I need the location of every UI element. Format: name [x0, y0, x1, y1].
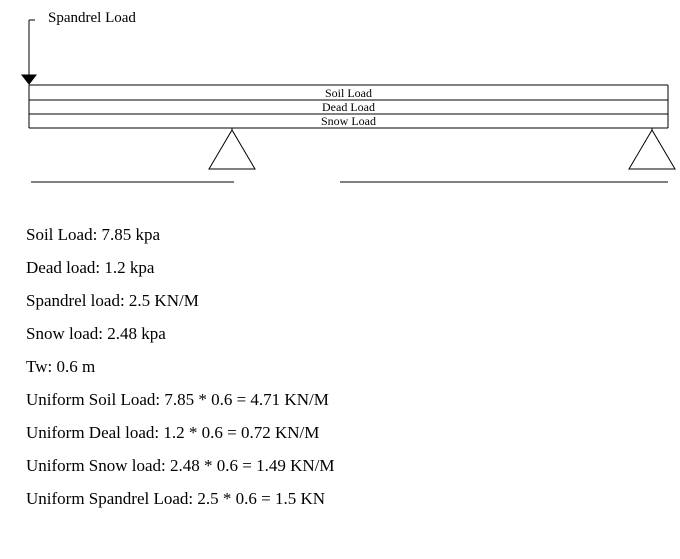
calc-line: Tw: 0.6 m — [26, 357, 95, 377]
calc-line: Soil Load: 7.85 kpa — [26, 225, 160, 245]
calc-line: Uniform Soil Load: 7.85 * 0.6 = 4.71 KN/… — [26, 390, 329, 410]
calc-line: Spandrel load: 2.5 KN/M — [26, 291, 199, 311]
calc-line: Snow load: 2.48 kpa — [26, 324, 166, 344]
calc-line: Dead load: 1.2 kpa — [26, 258, 154, 278]
band-label: Snow Load — [289, 114, 409, 129]
band-label: Dead Load — [289, 100, 409, 115]
figure-root: Spandrel Load Soil LoadDead LoadSnow Loa… — [0, 0, 680, 559]
calc-line: Uniform Spandrel Load: 2.5 * 0.6 = 1.5 K… — [26, 489, 325, 509]
spandrel-load-title: Spandrel Load — [48, 10, 136, 27]
band-label: Soil Load — [289, 86, 409, 101]
calc-line: Uniform Deal load: 1.2 * 0.6 = 0.72 KN/M — [26, 423, 319, 443]
calc-line: Uniform Snow load: 2.48 * 0.6 = 1.49 KN/… — [26, 456, 335, 476]
